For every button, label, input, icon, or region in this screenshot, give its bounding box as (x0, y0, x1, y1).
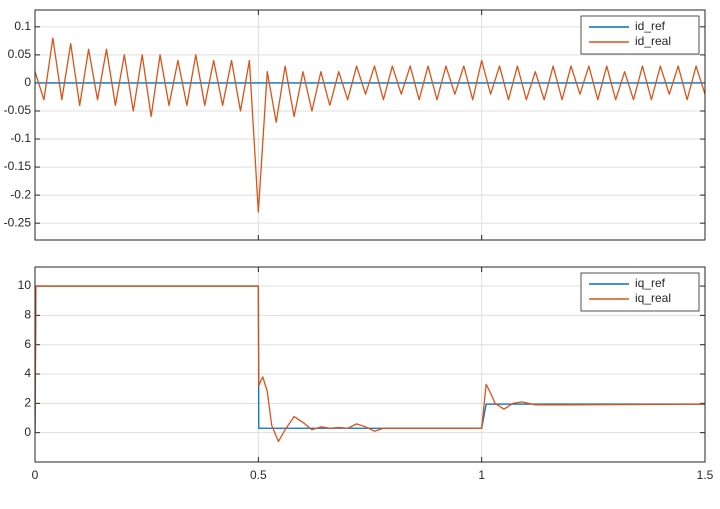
y-tick-label: 0 (24, 75, 31, 89)
legend-label: iq_real (635, 291, 671, 305)
series-line (35, 285, 705, 443)
x-tick-label: 1 (478, 468, 485, 482)
y-tick-label: 0.05 (8, 47, 32, 61)
x-tick-label: 0.5 (250, 468, 267, 482)
axes: -0.25 -0.2 -0.15 -0.1 -0.05 0 0.05 0.1 id_refid_… (4, 9, 706, 241)
y-tick-label: -0.15 (4, 159, 32, 173)
y-tick-label: -0.25 (4, 215, 32, 229)
legend-label: id_real (635, 34, 671, 48)
x-tick-label: 0 (32, 468, 39, 482)
y-tick-label: -0.05 (4, 103, 32, 117)
y-tick-label: 10 (18, 278, 32, 292)
y-tick-label: 2 (24, 396, 31, 410)
y-tick-label: 6 (24, 337, 31, 351)
legend-label: iq_ref (635, 276, 666, 290)
x-tick-label: 1.5 (697, 468, 714, 482)
series-line (35, 37, 705, 213)
y-tick-label: 0 (24, 425, 31, 439)
y-tick-label: -0.1 (10, 131, 31, 145)
legend-box (580, 272, 700, 312)
legend-label: id_ref (635, 19, 666, 33)
axes-frame (34, 9, 706, 241)
axes-frame (34, 266, 706, 463)
y-tick-label: 8 (24, 308, 31, 322)
y-tick-label: 0.1 (14, 19, 31, 33)
y-tick-label: 4 (24, 366, 31, 380)
y-tick-label: -0.2 (10, 187, 31, 201)
legend-box (580, 15, 700, 55)
